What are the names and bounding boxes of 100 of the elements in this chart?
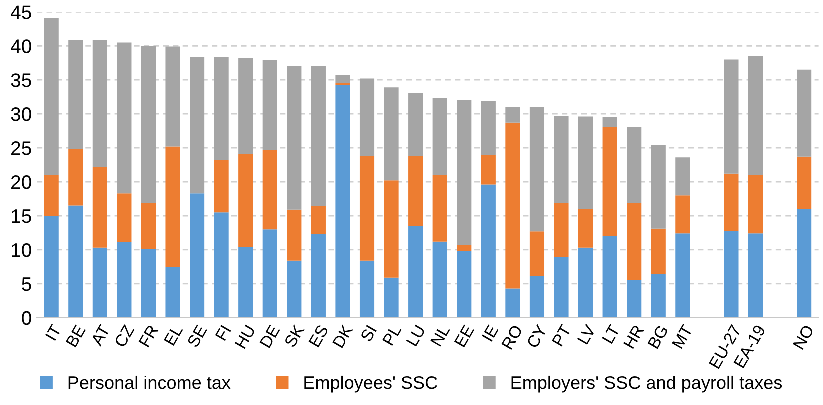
bar: [627, 280, 642, 318]
bar: [141, 46, 156, 204]
x-tick-label: NO: [792, 324, 815, 350]
bar: [408, 156, 424, 226]
bar: [214, 56, 229, 160]
x-tick-label: BE: [66, 324, 86, 348]
bar: [432, 175, 448, 242]
bar: [68, 40, 84, 150]
bar: [651, 145, 666, 229]
y-tick-label: 30: [11, 108, 32, 122]
bar: [530, 232, 545, 276]
bar: [724, 60, 739, 174]
bar: [481, 156, 496, 185]
bar: [287, 260, 302, 318]
x-tick-label: FR: [138, 324, 159, 348]
bar: [287, 210, 302, 261]
bar: [432, 98, 448, 176]
legend-label: Employees' SSC: [304, 376, 438, 393]
bar: [384, 180, 399, 278]
bar: [602, 126, 618, 236]
bar: [797, 156, 812, 210]
x-tick-label: CZ: [114, 324, 135, 348]
bar: [627, 203, 642, 281]
x-tick-label: RO: [502, 324, 524, 350]
bar: [724, 230, 739, 318]
bar: [262, 230, 278, 318]
bar: [141, 249, 156, 318]
bar: [506, 288, 520, 318]
x-tick-label: PL: [382, 324, 402, 346]
y-tick-label: 25: [12, 142, 32, 156]
bar: [311, 66, 326, 206]
bar: [190, 194, 205, 318]
bar: [166, 266, 180, 318]
bar: [360, 260, 375, 318]
bar: [117, 194, 132, 242]
bar: [408, 93, 424, 156]
bar: [457, 245, 472, 252]
bar: [214, 212, 229, 318]
y-tick-label: 45: [10, 6, 32, 20]
bar: [238, 58, 254, 154]
bar: [651, 274, 666, 318]
bar: [578, 248, 594, 318]
bar: [44, 216, 59, 318]
bar: [530, 276, 545, 318]
y-tick-label: 15: [12, 210, 32, 224]
bar: [554, 257, 569, 318]
bar: [676, 158, 690, 196]
bar: [311, 234, 326, 318]
bar: [214, 160, 229, 213]
bar: [384, 278, 399, 318]
bar: [44, 18, 59, 176]
bar: [506, 107, 520, 123]
bar: [651, 228, 666, 274]
x-tick-label: SI: [360, 325, 378, 343]
x-tick-label: SE: [186, 324, 208, 348]
bar: [530, 107, 545, 232]
x-tick-label: NL: [430, 324, 450, 347]
bar: [238, 247, 254, 318]
x-tick-label: CY: [526, 324, 548, 349]
y-tick-label: 0: [22, 311, 32, 326]
bar: [166, 146, 180, 267]
y-tick-label: 35: [11, 74, 32, 88]
bar: [92, 248, 108, 318]
legend-label: Employers' SSC and payroll taxes: [512, 376, 782, 393]
bar: [68, 149, 84, 206]
x-tick-label: EE: [454, 324, 474, 348]
x-tick-label: HU: [235, 324, 256, 350]
x-tick-label: IE: [482, 324, 499, 342]
bar: [360, 78, 375, 156]
x-tick-label: PT: [552, 324, 572, 347]
bar: [578, 116, 594, 210]
y-tick-label: 5: [22, 278, 32, 292]
bar: [602, 117, 618, 127]
bar: [748, 175, 764, 234]
bar: [748, 234, 764, 318]
x-tick-label: LV: [577, 324, 596, 345]
bar: [457, 251, 472, 318]
bar: [797, 209, 812, 318]
x-tick-label: ES: [308, 324, 329, 348]
bar: [602, 236, 618, 318]
bar: [68, 206, 84, 318]
bar: [44, 175, 59, 216]
bar: [554, 203, 569, 258]
x-tick-label: EL: [164, 324, 184, 346]
bar: [676, 196, 690, 234]
legend-label: Personal income tax: [68, 376, 231, 390]
x-tick-label: LU: [406, 324, 426, 347]
bar: [408, 226, 424, 318]
bar: [287, 66, 302, 210]
x-tick-label: AT: [90, 324, 110, 347]
bar: [481, 184, 496, 318]
bar: [554, 116, 569, 204]
x-tick-label: BG: [648, 324, 669, 350]
bar: [336, 86, 350, 318]
bar: [262, 60, 278, 150]
x-tick-label: DE: [260, 324, 280, 348]
x-tick-label: HR: [624, 324, 644, 350]
bar: [457, 100, 472, 246]
bar: [117, 42, 132, 194]
bar: [92, 40, 108, 168]
